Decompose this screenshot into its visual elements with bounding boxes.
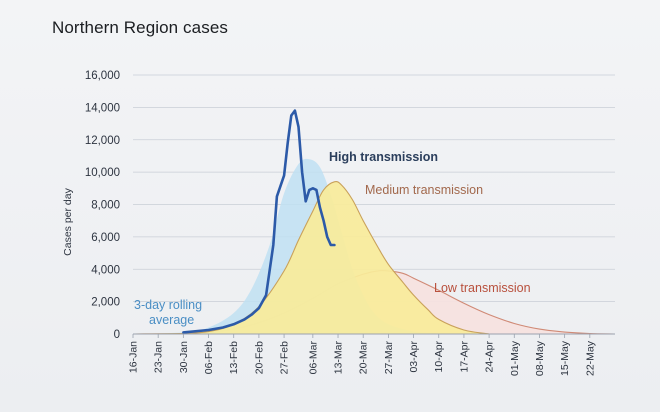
y-axis-label: Cases per day <box>62 187 74 255</box>
area-medium-transmission <box>133 181 490 334</box>
x-tick-labels: 16-Jan 23-Jan 30-Jan 06-Feb 13-Feb 20-Feb 27-F… <box>128 340 597 376</box>
x-tick-label: 16-Jan <box>128 341 140 373</box>
annotations: High transmission Medium transmission Lo… <box>134 150 531 327</box>
annotation-rolling-average-line2: average <box>149 313 194 327</box>
x-tick-label: 20-Feb <box>253 341 265 374</box>
y-tick-label: 2,000 <box>91 297 120 309</box>
y-tick-labels: 0 2,000 4,000 6,000 8,000 10,000 12,000 14,000 1… <box>85 70 120 341</box>
annotation-rolling-average-line1: 3-day rolling <box>134 298 202 312</box>
x-tick-label: 13-Mar <box>333 340 345 374</box>
x-tick-label: 23-Jan <box>153 341 165 373</box>
x-tick-label: 06-Feb <box>203 341 215 374</box>
x-tick-label: 08-May <box>534 340 546 376</box>
x-tick-label: 24-Apr <box>484 340 496 372</box>
x-tick-label: 06-Mar <box>307 341 319 375</box>
y-tick-label: 8,000 <box>91 200 120 212</box>
x-tick-label: 03-Apr <box>408 341 420 373</box>
data-lines <box>182 109 336 334</box>
y-tick-label: 12,000 <box>85 135 120 147</box>
x-tick-label: 01-May <box>509 340 521 376</box>
x-tick-label: 13-Feb <box>228 341 240 374</box>
annotation-medium-transmission: Medium transmission <box>365 183 483 197</box>
y-tick-label: 0 <box>114 329 120 341</box>
y-tick-label: 14,000 <box>85 102 120 114</box>
y-tick-label: 4,000 <box>91 264 120 276</box>
x-tick-label: 27-Feb <box>279 341 291 374</box>
x-tick-label: 22-May <box>584 340 596 376</box>
x-tick-label: 20-Mar <box>358 340 370 374</box>
annotation-low-transmission: Low transmission <box>434 281 531 295</box>
y-tick-label: 6,000 <box>91 232 120 244</box>
x-tick-label: 27-Mar <box>383 341 395 375</box>
annotation-high-transmission: High transmission <box>329 150 438 164</box>
chart-title: Northern Region cases <box>52 18 228 37</box>
x-tick-label: 15-May <box>559 340 571 376</box>
line-3-day-rolling-average <box>182 109 336 334</box>
y-tick-label: 10,000 <box>85 167 120 179</box>
x-tick-label: 10-Apr <box>433 340 445 372</box>
y-tick-label: 16,000 <box>85 70 120 82</box>
x-tick-label: 17-Apr <box>458 340 470 372</box>
x-tick-label: 30-Jan <box>178 341 190 373</box>
axes <box>132 333 615 338</box>
